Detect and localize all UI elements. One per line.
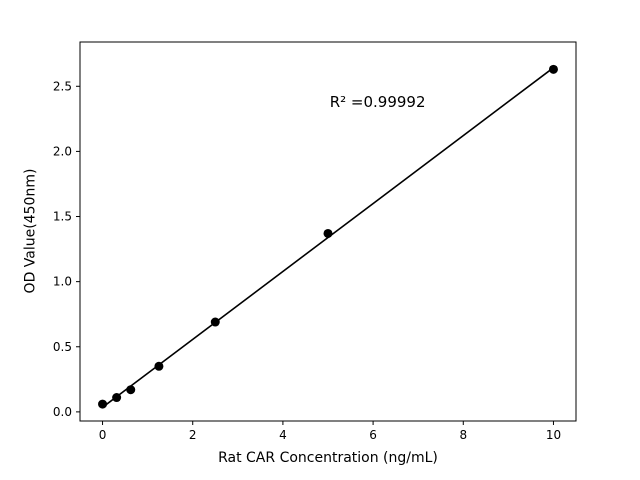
data-point: [210, 317, 220, 327]
data-point: [126, 385, 136, 395]
x-tick-label: 2: [189, 428, 197, 442]
data-point: [548, 64, 558, 74]
y-tick-label: 0.0: [53, 405, 72, 419]
data-point: [154, 361, 164, 371]
x-axis-label: Rat CAR Concentration (ng/mL): [218, 450, 438, 466]
y-tick-label: 1.0: [53, 275, 72, 289]
x-tick-label: 4: [279, 428, 287, 442]
data-point: [323, 228, 333, 238]
x-tick-label: 6: [369, 428, 377, 442]
axes-frame: [79, 41, 577, 422]
x-tick-label: 10: [546, 428, 561, 442]
data-point: [98, 399, 108, 409]
y-tick-label: 1.5: [53, 210, 72, 224]
y-tick-label: 2.0: [53, 144, 72, 158]
y-tick-label: 2.5: [53, 79, 72, 93]
data-point: [112, 393, 122, 403]
x-tick-label: 8: [459, 428, 467, 442]
y-tick-label: 0.5: [53, 340, 72, 354]
r-squared-annotation: R² =0.99992: [329, 92, 426, 111]
x-tick-label: 0: [99, 428, 107, 442]
y-axis-label: OD Value(450nm): [22, 168, 39, 294]
